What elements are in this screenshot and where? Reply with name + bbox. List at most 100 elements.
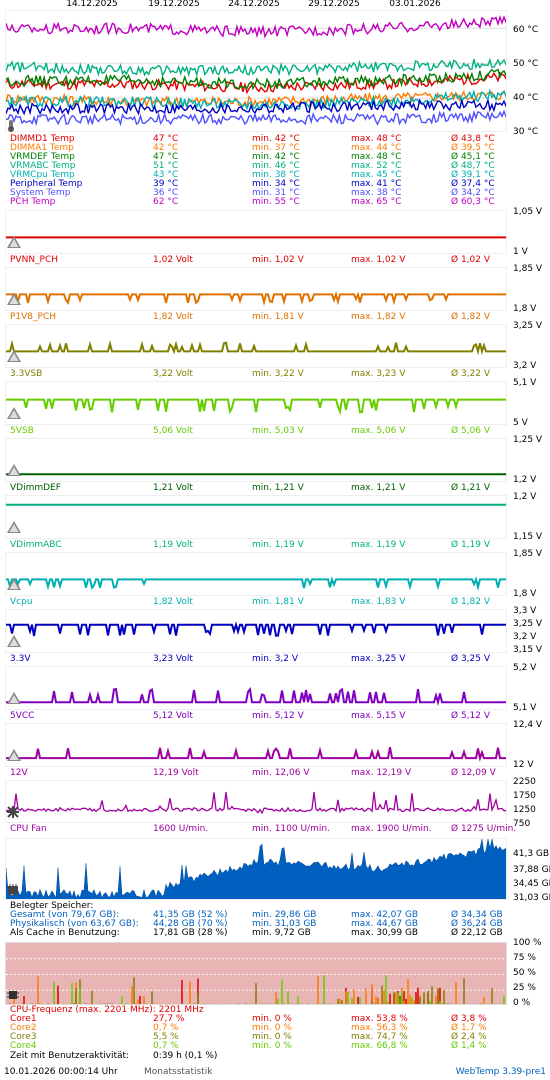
row-name: VDimmABC	[10, 540, 62, 550]
row-min: min. 1100 U/min.	[252, 824, 330, 834]
row-avg: Ø 3,8 %	[451, 1014, 487, 1024]
series-line	[6, 57, 506, 78]
y-tick-label: 25 %	[513, 983, 536, 993]
voltage-plot	[5, 210, 507, 254]
version-link[interactable]: WebTemp 3.39-pre1	[455, 1067, 546, 1077]
voltage-row: 5VSB 5,06 Volt min. 5,03 V max. 5,06 V Ø 5,0…	[10, 427, 550, 436]
cpu-fan-chart	[6, 791, 506, 815]
row-avg: Ø 2,4 %	[451, 1032, 487, 1042]
row-current: 1,82 Volt	[153, 597, 193, 607]
y-tick-label: 1,2 V	[513, 475, 537, 485]
series-line	[6, 576, 506, 592]
row-name: 3.3V	[10, 654, 31, 664]
y-tick-label: 3,15 V	[513, 645, 543, 655]
row-min: min. 55 °C	[252, 197, 300, 207]
row-max: max. 42,07 GB	[351, 910, 419, 920]
row-name: Physikalisch (von 63,67 GB):	[10, 919, 139, 929]
row-avg: Ø 5,12 V	[451, 711, 491, 721]
temperature-plot	[5, 10, 507, 132]
data-row: Physikalisch (von 63,67 GB): 44,28 GB (70…	[10, 920, 550, 929]
voltage-row: 3.3VSB 3,22 Volt min. 3,22 V max. 3,23 V Ø 3…	[10, 370, 550, 379]
warning-triangle-icon	[7, 749, 21, 761]
row-max: max. 66,8 %	[351, 1041, 408, 1051]
row-min: min. 46 °C	[252, 161, 300, 171]
y-tick-label: 60 °C	[513, 25, 539, 35]
row-max: max. 12,19 V	[351, 768, 412, 778]
row-current: 1,19 Volt	[153, 540, 193, 550]
data-row: Gesamt (von 79,67 GB): 41,35 GB (52 %) min…	[10, 911, 550, 920]
voltage-row: PVNN_PCH 1,02 Volt min. 1,02 V max. 1,02 V Ø…	[10, 256, 550, 265]
warning-triangle-icon	[7, 293, 21, 305]
warning-triangle-icon	[7, 692, 21, 704]
voltage-row: Vcpu 1,82 Volt min. 1,81 V max. 1,83 V Ø 1,8…	[10, 598, 550, 607]
row-avg: Ø 37,4 °C	[451, 179, 495, 189]
voltage-plot	[5, 552, 507, 596]
y-tick-label: 0 %	[513, 998, 531, 1008]
row-name: Core4	[10, 1041, 37, 1051]
row-max: max. 41 °C	[351, 179, 402, 189]
row-current: 42 °C	[153, 143, 179, 153]
y-tick-label: 50 %	[513, 968, 536, 978]
row-avg: Ø 1,21 V	[451, 483, 491, 493]
series-line	[6, 686, 506, 707]
series-line	[6, 746, 506, 762]
row-max: max. 44,67 GB	[351, 919, 419, 929]
footer: 10.01.2026 00:00:14 Uhr Monatsstatistik …	[2, 1066, 548, 1078]
series-line	[6, 791, 506, 815]
voltage-chart	[6, 291, 506, 307]
voltage-plot	[5, 438, 507, 482]
row-min: min. 37 °C	[252, 143, 300, 153]
row-avg: Ø 1,4 %	[451, 1041, 487, 1051]
date-axis: 14.12.2025 19.12.2025 24.12.2025 29.12.2…	[0, 0, 550, 9]
cpu-plot	[5, 942, 507, 1005]
monthly-stat-link[interactable]: Monatsstatistik	[144, 1067, 213, 1077]
y-tick-label: 1,15 V	[513, 532, 543, 542]
series-line	[6, 97, 506, 116]
y-tick-label: 3,2 V	[513, 361, 537, 371]
voltage-plot	[5, 381, 507, 425]
voltage-chart	[6, 398, 506, 416]
voltage-chart	[6, 686, 506, 707]
y-tick-label: 40 °C	[513, 93, 539, 103]
row-name: DIMMA1 Temp	[10, 143, 74, 153]
voltage-chart	[6, 236, 506, 239]
row-current: 36 °C	[153, 188, 179, 198]
row-avg: Ø 1,02 V	[451, 255, 491, 265]
timestamp: 10.01.2026 00:00:14 Uhr	[4, 1067, 118, 1077]
cpu-fan-panel: 2250 1750 1250 750 CPU Fan 1600 U/min. m…	[0, 778, 550, 836]
temperature-chart	[6, 14, 506, 127]
row-avg: Ø 34,2 °C	[451, 188, 495, 198]
row-name: VDimmDEF	[10, 483, 61, 493]
voltage-panel-vcpu: 1,85 V 1,8 V Vcpu 1,82 Volt min. 1,81 V max. …	[0, 550, 550, 609]
row-name: DIMMD1 Temp	[10, 134, 75, 144]
row-name: 5VSB	[10, 426, 34, 436]
row-name: Peripheral Temp	[10, 179, 83, 189]
row-avg: Ø 36,24 GB	[451, 919, 503, 929]
row-current: 5,12 Volt	[153, 711, 193, 721]
row-max: max. 1900 U/min.	[351, 824, 432, 834]
row-max: max. 1,02 V	[351, 255, 406, 265]
row-name: Vcpu	[10, 597, 33, 607]
row-min: min. 9,72 GB	[252, 928, 311, 938]
row-min: min. 3,22 V	[252, 369, 304, 379]
row-current: 3,22 Volt	[153, 369, 193, 379]
warning-triangle-icon	[7, 236, 21, 248]
y-tick-label: 100 %	[513, 938, 542, 948]
row-name: 5VCC	[10, 711, 35, 721]
data-row: Als Cache in Benutzung: 17,81 GB (28 %) mi…	[10, 929, 550, 938]
row-current: 39 °C	[153, 179, 179, 189]
data-row: System Temp 36 °C min. 31 °C max. 38 °C Ø 34…	[10, 189, 550, 198]
memory-panel: 41,3 GB 37,88 GB 34,45 GB 31,03 GB	[0, 838, 550, 942]
row-min: min. 1,19 V	[252, 540, 304, 550]
voltage-panel-vdimmdef: 1,25 V 1,2 V VDimmDEF 1,21 Volt min. 1,21 V m…	[0, 436, 550, 495]
data-row: VRMDEF Temp 47 °C min. 42 °C max. 48 °C Ø 45…	[10, 153, 550, 162]
y-tick-label: 3,25 V	[513, 321, 543, 331]
row-name: P1V8_PCH	[10, 312, 57, 322]
cpu-fan-row: CPU Fan 1600 U/min. min. 1100 U/min. max…	[10, 825, 550, 834]
row-current: 43 °C	[153, 170, 179, 180]
row-name: CPU Fan	[10, 824, 47, 834]
memory-plot	[5, 838, 507, 900]
voltage-row: VDimmABC 1,19 Volt min. 1,19 V max. 1,19 V Ø…	[10, 541, 550, 550]
series-line	[6, 68, 506, 91]
memory-area	[6, 839, 506, 899]
